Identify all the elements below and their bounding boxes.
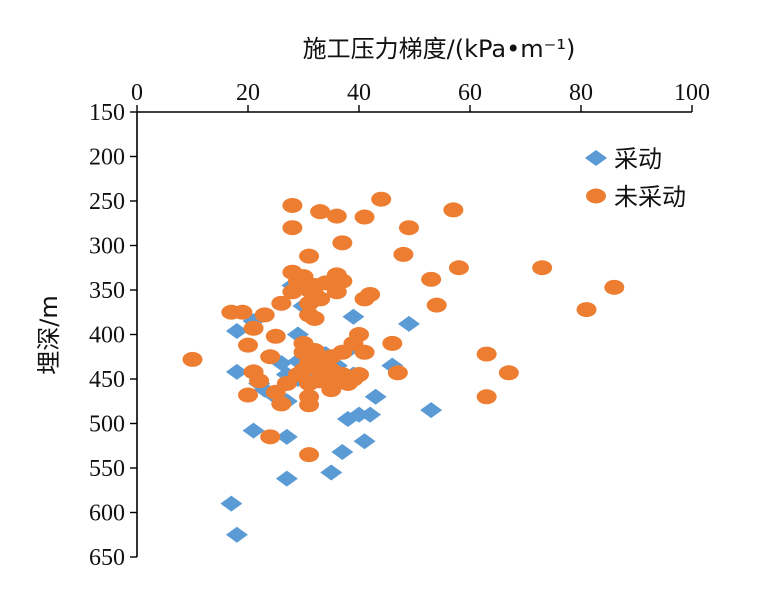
data-point — [393, 246, 414, 262]
series-diamond — [220, 277, 443, 543]
data-point — [387, 365, 408, 381]
data-point — [397, 315, 420, 332]
data-point — [326, 267, 347, 283]
data-point — [576, 302, 597, 318]
data-point — [348, 406, 370, 423]
data-point — [299, 447, 320, 463]
data-point — [349, 367, 369, 383]
data-point — [342, 308, 365, 325]
data-point — [371, 191, 392, 207]
data-point — [282, 220, 303, 236]
legend-label: 采动 — [614, 145, 662, 173]
data-point — [426, 297, 447, 313]
data-point — [354, 344, 375, 360]
data-point — [225, 526, 248, 543]
x-tick-label: 0 — [131, 80, 143, 106]
y-tick-label: 650 — [89, 545, 125, 571]
data-point — [332, 235, 353, 251]
data-point — [310, 291, 331, 307]
data-point — [604, 279, 625, 295]
data-point — [242, 422, 265, 439]
data-point — [265, 328, 286, 344]
data-point — [299, 248, 320, 264]
y-tick-label: 500 — [89, 412, 125, 438]
data-point — [243, 320, 264, 336]
data-point — [476, 346, 497, 362]
data-point — [320, 464, 343, 481]
x-tick-label: 20 — [236, 80, 260, 106]
data-point — [271, 396, 292, 412]
y-tick-label: 600 — [89, 501, 125, 527]
data-point — [238, 337, 258, 353]
data-point — [304, 343, 325, 359]
y-tick-label: 150 — [89, 100, 125, 126]
x-axis-title: 施工压力梯度/(kPa•m⁻¹) — [303, 35, 576, 63]
data-point — [225, 322, 248, 339]
data-point — [354, 209, 375, 225]
x-tick-label: 80 — [569, 80, 593, 106]
legend-marker — [586, 188, 606, 204]
y-tick-label: 400 — [89, 323, 125, 349]
y-tick-label: 300 — [89, 234, 125, 260]
data-point — [448, 260, 469, 276]
data-point — [532, 260, 553, 276]
data-point — [310, 204, 331, 220]
data-point — [249, 373, 270, 389]
y-axis-title: 埋深/m — [35, 295, 63, 374]
data-point — [232, 304, 253, 320]
data-point — [304, 310, 325, 326]
data-point — [326, 208, 347, 224]
data-point — [254, 307, 275, 323]
data-point — [220, 495, 243, 512]
data-point — [349, 327, 369, 342]
axes: 0 20 40 60 80 100 150 200 250 300 350 400 450 500 550 6… — [89, 80, 710, 571]
data-point — [299, 397, 320, 413]
data-point — [225, 363, 248, 380]
x-tick-label: 100 — [674, 80, 710, 106]
legend-label: 未采动 — [614, 183, 686, 211]
data-point — [398, 220, 419, 236]
data-point — [359, 406, 382, 423]
data-points — [182, 191, 625, 543]
x-tick-label: 60 — [458, 80, 482, 106]
data-point — [498, 365, 519, 381]
data-point — [443, 202, 464, 218]
y-tick-label: 450 — [89, 367, 125, 393]
data-point — [420, 402, 443, 419]
data-point — [275, 470, 298, 487]
data-point — [353, 433, 376, 450]
y-tick-label: 200 — [89, 145, 125, 171]
data-point — [282, 197, 303, 213]
data-point — [310, 371, 331, 387]
data-point — [260, 349, 281, 365]
data-point — [364, 388, 387, 405]
y-tick-label: 550 — [89, 456, 125, 482]
data-point — [331, 443, 354, 460]
data-point — [421, 271, 442, 287]
data-point — [476, 389, 497, 405]
data-point — [382, 335, 403, 351]
data-point — [271, 295, 292, 311]
x-tick-label: 40 — [347, 80, 371, 106]
series-circle — [182, 191, 625, 463]
data-point — [275, 428, 298, 445]
legend-marker — [585, 150, 607, 166]
data-point — [260, 429, 281, 445]
data-point — [238, 387, 258, 403]
y-tick-label: 250 — [89, 189, 125, 215]
data-point — [182, 351, 203, 367]
y-tick-label: 350 — [89, 278, 125, 304]
data-point — [360, 286, 381, 302]
